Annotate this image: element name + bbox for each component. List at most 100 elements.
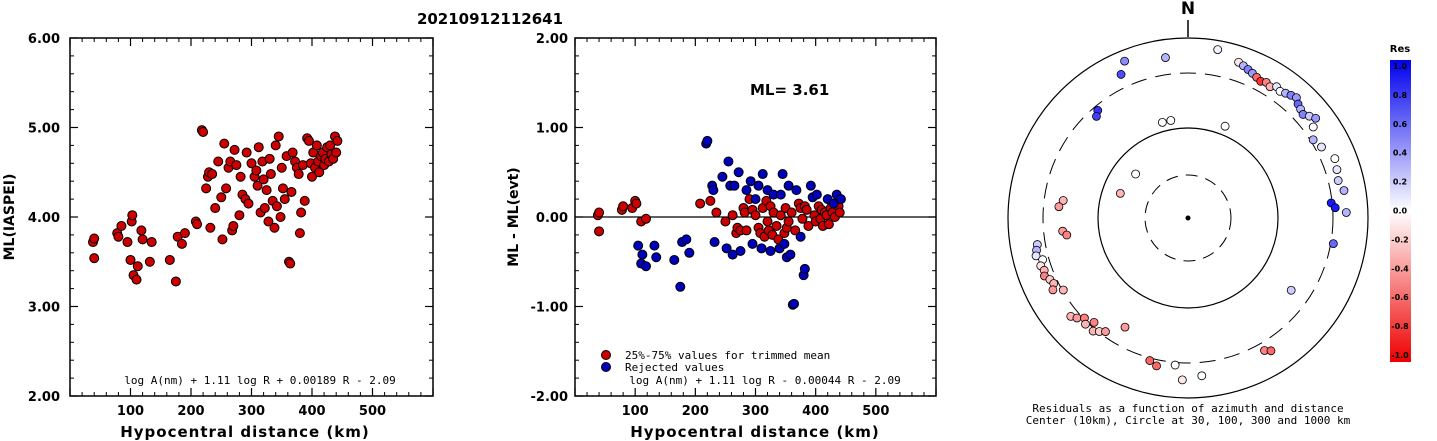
formula-text: log A(nm) + 1.11 log R + 0.00189 R - 2.0…	[124, 374, 396, 387]
y-tick-label: 2.00	[536, 32, 568, 47]
station-point	[1330, 154, 1340, 164]
accepted-point	[771, 220, 782, 231]
data-point	[307, 171, 317, 182]
accepted-point	[640, 213, 651, 224]
station-point	[1308, 122, 1318, 132]
x-tick-label: 300	[238, 404, 265, 419]
north-label: N	[1181, 0, 1195, 19]
data-point	[217, 234, 228, 245]
y-tick-label: -1.00	[531, 301, 568, 316]
data-point	[243, 198, 254, 209]
data-point	[286, 186, 297, 197]
formula-text: log A(nm) + 1.11 log R - 0.00044 R - 2.0…	[629, 374, 901, 387]
station-point	[1177, 375, 1187, 385]
colorbar-ticks: 1.0 0.8 0.6 0.4 0.2 0.0 -0.2 -0.4 -0.6 -0.8 -1.0	[1391, 62, 1409, 360]
accepted-point	[618, 201, 629, 212]
data-point	[228, 220, 239, 231]
data-point	[296, 207, 307, 218]
data-point	[311, 140, 322, 151]
rejected-point	[789, 298, 800, 309]
colorbar-title: Res	[1390, 44, 1410, 55]
rejected-point	[729, 180, 740, 191]
station-point	[1332, 165, 1342, 175]
rejected-point	[681, 234, 692, 245]
circle-100km	[1097, 127, 1279, 309]
station-point	[1120, 322, 1130, 332]
station-point	[1161, 53, 1170, 62]
data-point	[210, 203, 221, 214]
data-point	[205, 222, 216, 233]
station-point	[1089, 317, 1099, 327]
station-point	[1062, 230, 1072, 240]
y-tick-label: 1.00	[536, 122, 568, 137]
data-point	[332, 135, 343, 146]
y-tick-label: 3.00	[28, 301, 60, 316]
station-point	[1145, 356, 1155, 365]
magnitude-panel: 2.00 3.00 4.00 5.00 6.00 100 200 300 400 500 log …	[2, 32, 434, 441]
axis-ticks: 2.00 3.00 4.00 5.00 6.00 100 200 300 400 500	[28, 32, 434, 419]
data-point	[207, 169, 218, 180]
y-axis-label: ML - ML(evt)	[506, 167, 522, 266]
rejected-point	[723, 156, 734, 167]
data-point	[269, 222, 280, 233]
x-tick-label: 100	[622, 404, 649, 419]
rejected-point	[756, 243, 767, 254]
data-point	[303, 135, 314, 146]
accepted-point	[594, 226, 605, 237]
colorbar-tick-label: -0.8	[1391, 322, 1409, 331]
colorbar-tick-label: -0.2	[1391, 235, 1409, 244]
data-point	[287, 147, 298, 158]
y-tick-label: 5.00	[28, 122, 60, 137]
data-point	[125, 254, 136, 265]
rejected-point	[765, 246, 776, 257]
data-point	[122, 237, 133, 248]
accepted-point	[803, 220, 814, 231]
station-point	[1120, 56, 1130, 66]
rejected-point	[651, 252, 662, 263]
station-point	[1308, 135, 1318, 145]
colorbar-tick-label: -0.4	[1391, 264, 1409, 273]
accepted-point	[783, 216, 794, 227]
data-point	[279, 194, 290, 205]
station-point	[1166, 116, 1176, 125]
data-point	[144, 256, 155, 267]
accepted-point	[631, 198, 642, 209]
data-point	[294, 228, 305, 239]
data-point	[89, 253, 100, 264]
data-point	[314, 167, 325, 178]
center-point	[1185, 215, 1191, 221]
station-point	[1197, 371, 1207, 381]
legend-label-rejected: Rejected values	[625, 361, 724, 374]
rejected-point	[633, 240, 644, 251]
data-point	[131, 274, 142, 285]
rejected-point	[795, 231, 806, 242]
data-points	[592, 135, 846, 310]
station-point	[1220, 121, 1230, 131]
rejected-point	[684, 247, 695, 258]
station-point	[1213, 45, 1223, 54]
data-point	[201, 183, 212, 194]
y-tick-label: 2.00	[28, 390, 60, 405]
station-point	[1101, 327, 1110, 336]
figure-title: 20210912112641	[417, 10, 563, 28]
data-point	[164, 254, 175, 265]
rejected-point	[799, 263, 810, 274]
residual-panel: -2.00 -1.00 0.00 1.00 2.00 100 200 300 400 500 ML…	[506, 32, 937, 441]
rejected-point	[777, 169, 788, 180]
x-tick-label: 100	[117, 404, 144, 419]
accepted-point	[695, 198, 706, 209]
data-point	[252, 180, 263, 191]
colorbar-tick-label: -1.0	[1391, 351, 1409, 360]
data-point	[258, 174, 269, 185]
data-point	[198, 126, 209, 137]
station-point	[1311, 113, 1321, 123]
station-point	[1131, 169, 1141, 179]
circle-300km	[1042, 72, 1334, 364]
rejected-point	[735, 246, 746, 257]
rejected-point	[675, 281, 686, 292]
rejected-point	[637, 249, 648, 260]
circle-30km	[1144, 174, 1232, 262]
rejected-point	[753, 180, 764, 191]
ml-value-label: ML= 3.61	[750, 81, 829, 99]
